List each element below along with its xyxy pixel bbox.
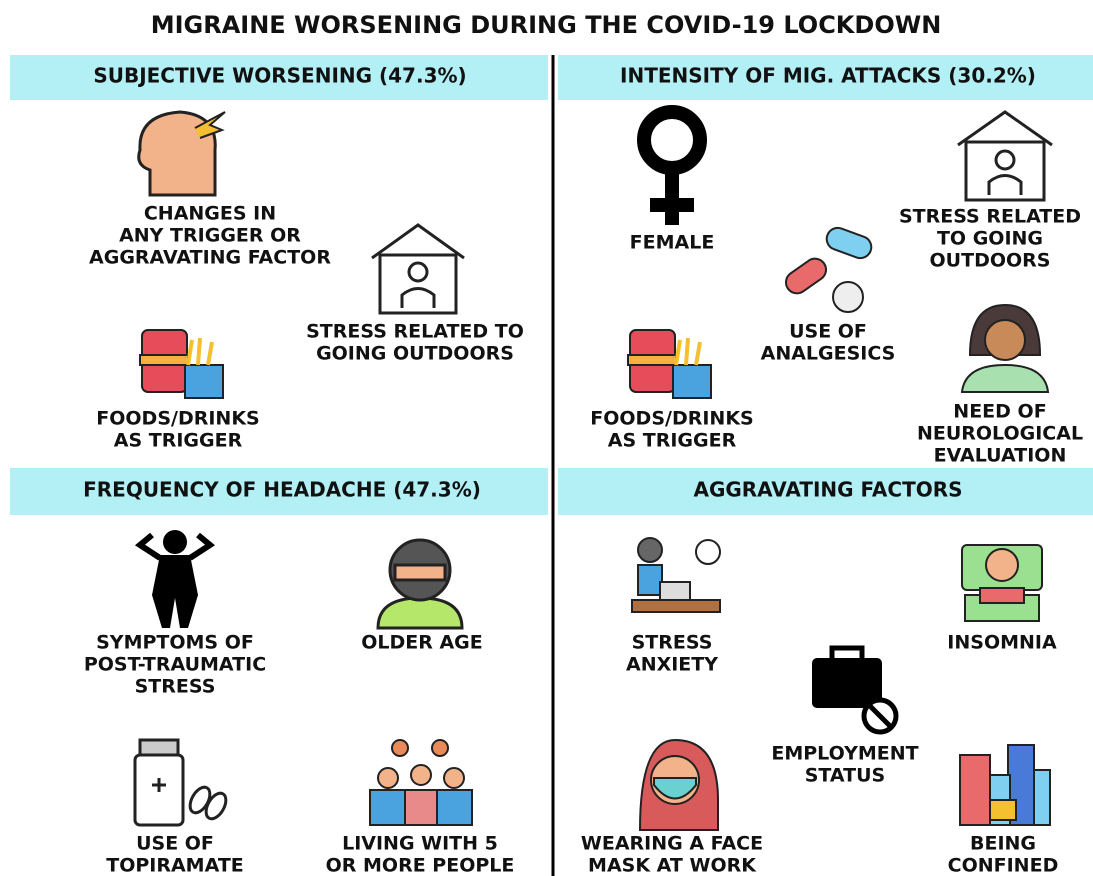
house-icon bbox=[372, 225, 464, 313]
desk-icon bbox=[632, 538, 720, 612]
food-icon bbox=[628, 330, 711, 398]
pills-icon bbox=[782, 225, 875, 312]
item-label: POST-TRAUMATIC bbox=[84, 654, 266, 676]
item-label: AS TRIGGER bbox=[114, 430, 243, 452]
section-header: INTENSITY OF MIG. ATTACKS (30.2%) bbox=[620, 64, 1036, 88]
item-label: USE OF bbox=[136, 833, 214, 855]
insomnia-icon bbox=[962, 545, 1042, 621]
item-label: NEUROLOGICAL bbox=[917, 423, 1083, 445]
infographic: MIGRAINE WORSENING DURING THE COVID-19 L… bbox=[0, 0, 1093, 876]
title: MIGRAINE WORSENING DURING THE COVID-19 L… bbox=[151, 11, 942, 39]
item-label: FEMALE bbox=[630, 232, 715, 254]
item-label: STATUS bbox=[805, 765, 885, 787]
item-label: EVALUATION bbox=[934, 445, 1067, 467]
item-label: NEED OF bbox=[953, 401, 1046, 423]
mask-icon bbox=[640, 740, 718, 830]
item-label: AS TRIGGER bbox=[608, 430, 737, 452]
female-icon bbox=[644, 112, 700, 225]
item-label: CONFINED bbox=[948, 855, 1059, 876]
item-label: EMPLOYMENT bbox=[771, 743, 918, 765]
item-label: OR MORE PEOPLE bbox=[326, 855, 515, 876]
house-icon bbox=[958, 112, 1052, 200]
item-label: STRESS RELATED TO bbox=[306, 321, 524, 343]
item-label: FOODS/DRINKS bbox=[96, 408, 259, 430]
item-label: OUTDOORS bbox=[930, 250, 1051, 272]
head-icon bbox=[139, 112, 225, 195]
section-header: SUBJECTIVE WORSENING (47.3%) bbox=[93, 64, 466, 88]
people-icon bbox=[370, 740, 472, 825]
section-header: AGGRAVATING FACTORS bbox=[693, 478, 962, 502]
bottle-icon bbox=[135, 740, 230, 825]
item-label: STRESS bbox=[632, 632, 713, 654]
item-label: GOING OUTDOORS bbox=[316, 343, 514, 365]
item-label: BEING bbox=[970, 833, 1036, 855]
doctor-icon bbox=[962, 305, 1048, 392]
stress-person-icon bbox=[140, 530, 210, 628]
item-label: LIVING WITH 5 bbox=[342, 833, 498, 855]
item-label: INSOMNIA bbox=[947, 632, 1057, 654]
item-label: STRESS bbox=[135, 676, 216, 698]
briefcase-icon bbox=[812, 648, 896, 732]
page: {"title": "MIGRAINE WORSENING DURING THE… bbox=[0, 0, 1093, 876]
food-icon bbox=[140, 330, 223, 398]
item-label: USE OF bbox=[789, 321, 867, 343]
item-label: ANXIETY bbox=[626, 654, 718, 676]
item-label: CHANGES IN bbox=[144, 203, 276, 225]
item-label: OLDER AGE bbox=[361, 632, 483, 654]
item-label: AGGRAVATING FACTOR bbox=[89, 247, 331, 269]
older-age-icon bbox=[378, 540, 462, 628]
item-label: SYMPTOMS OF bbox=[96, 632, 254, 654]
section-header: FREQUENCY OF HEADACHE (47.3%) bbox=[83, 478, 481, 502]
item-label: STRESS RELATED bbox=[899, 206, 1081, 228]
city-icon bbox=[960, 745, 1050, 825]
item-label: FOODS/DRINKS bbox=[590, 408, 753, 430]
item-label: TOPIRAMATE bbox=[106, 855, 244, 876]
item-label: MASK AT WORK bbox=[588, 855, 757, 876]
item-label: ANY TRIGGER OR bbox=[119, 225, 301, 247]
item-label: WEARING A FACE bbox=[581, 833, 763, 855]
item-label: ANALGESICS bbox=[761, 343, 896, 365]
item-label: TO GOING bbox=[937, 228, 1043, 250]
